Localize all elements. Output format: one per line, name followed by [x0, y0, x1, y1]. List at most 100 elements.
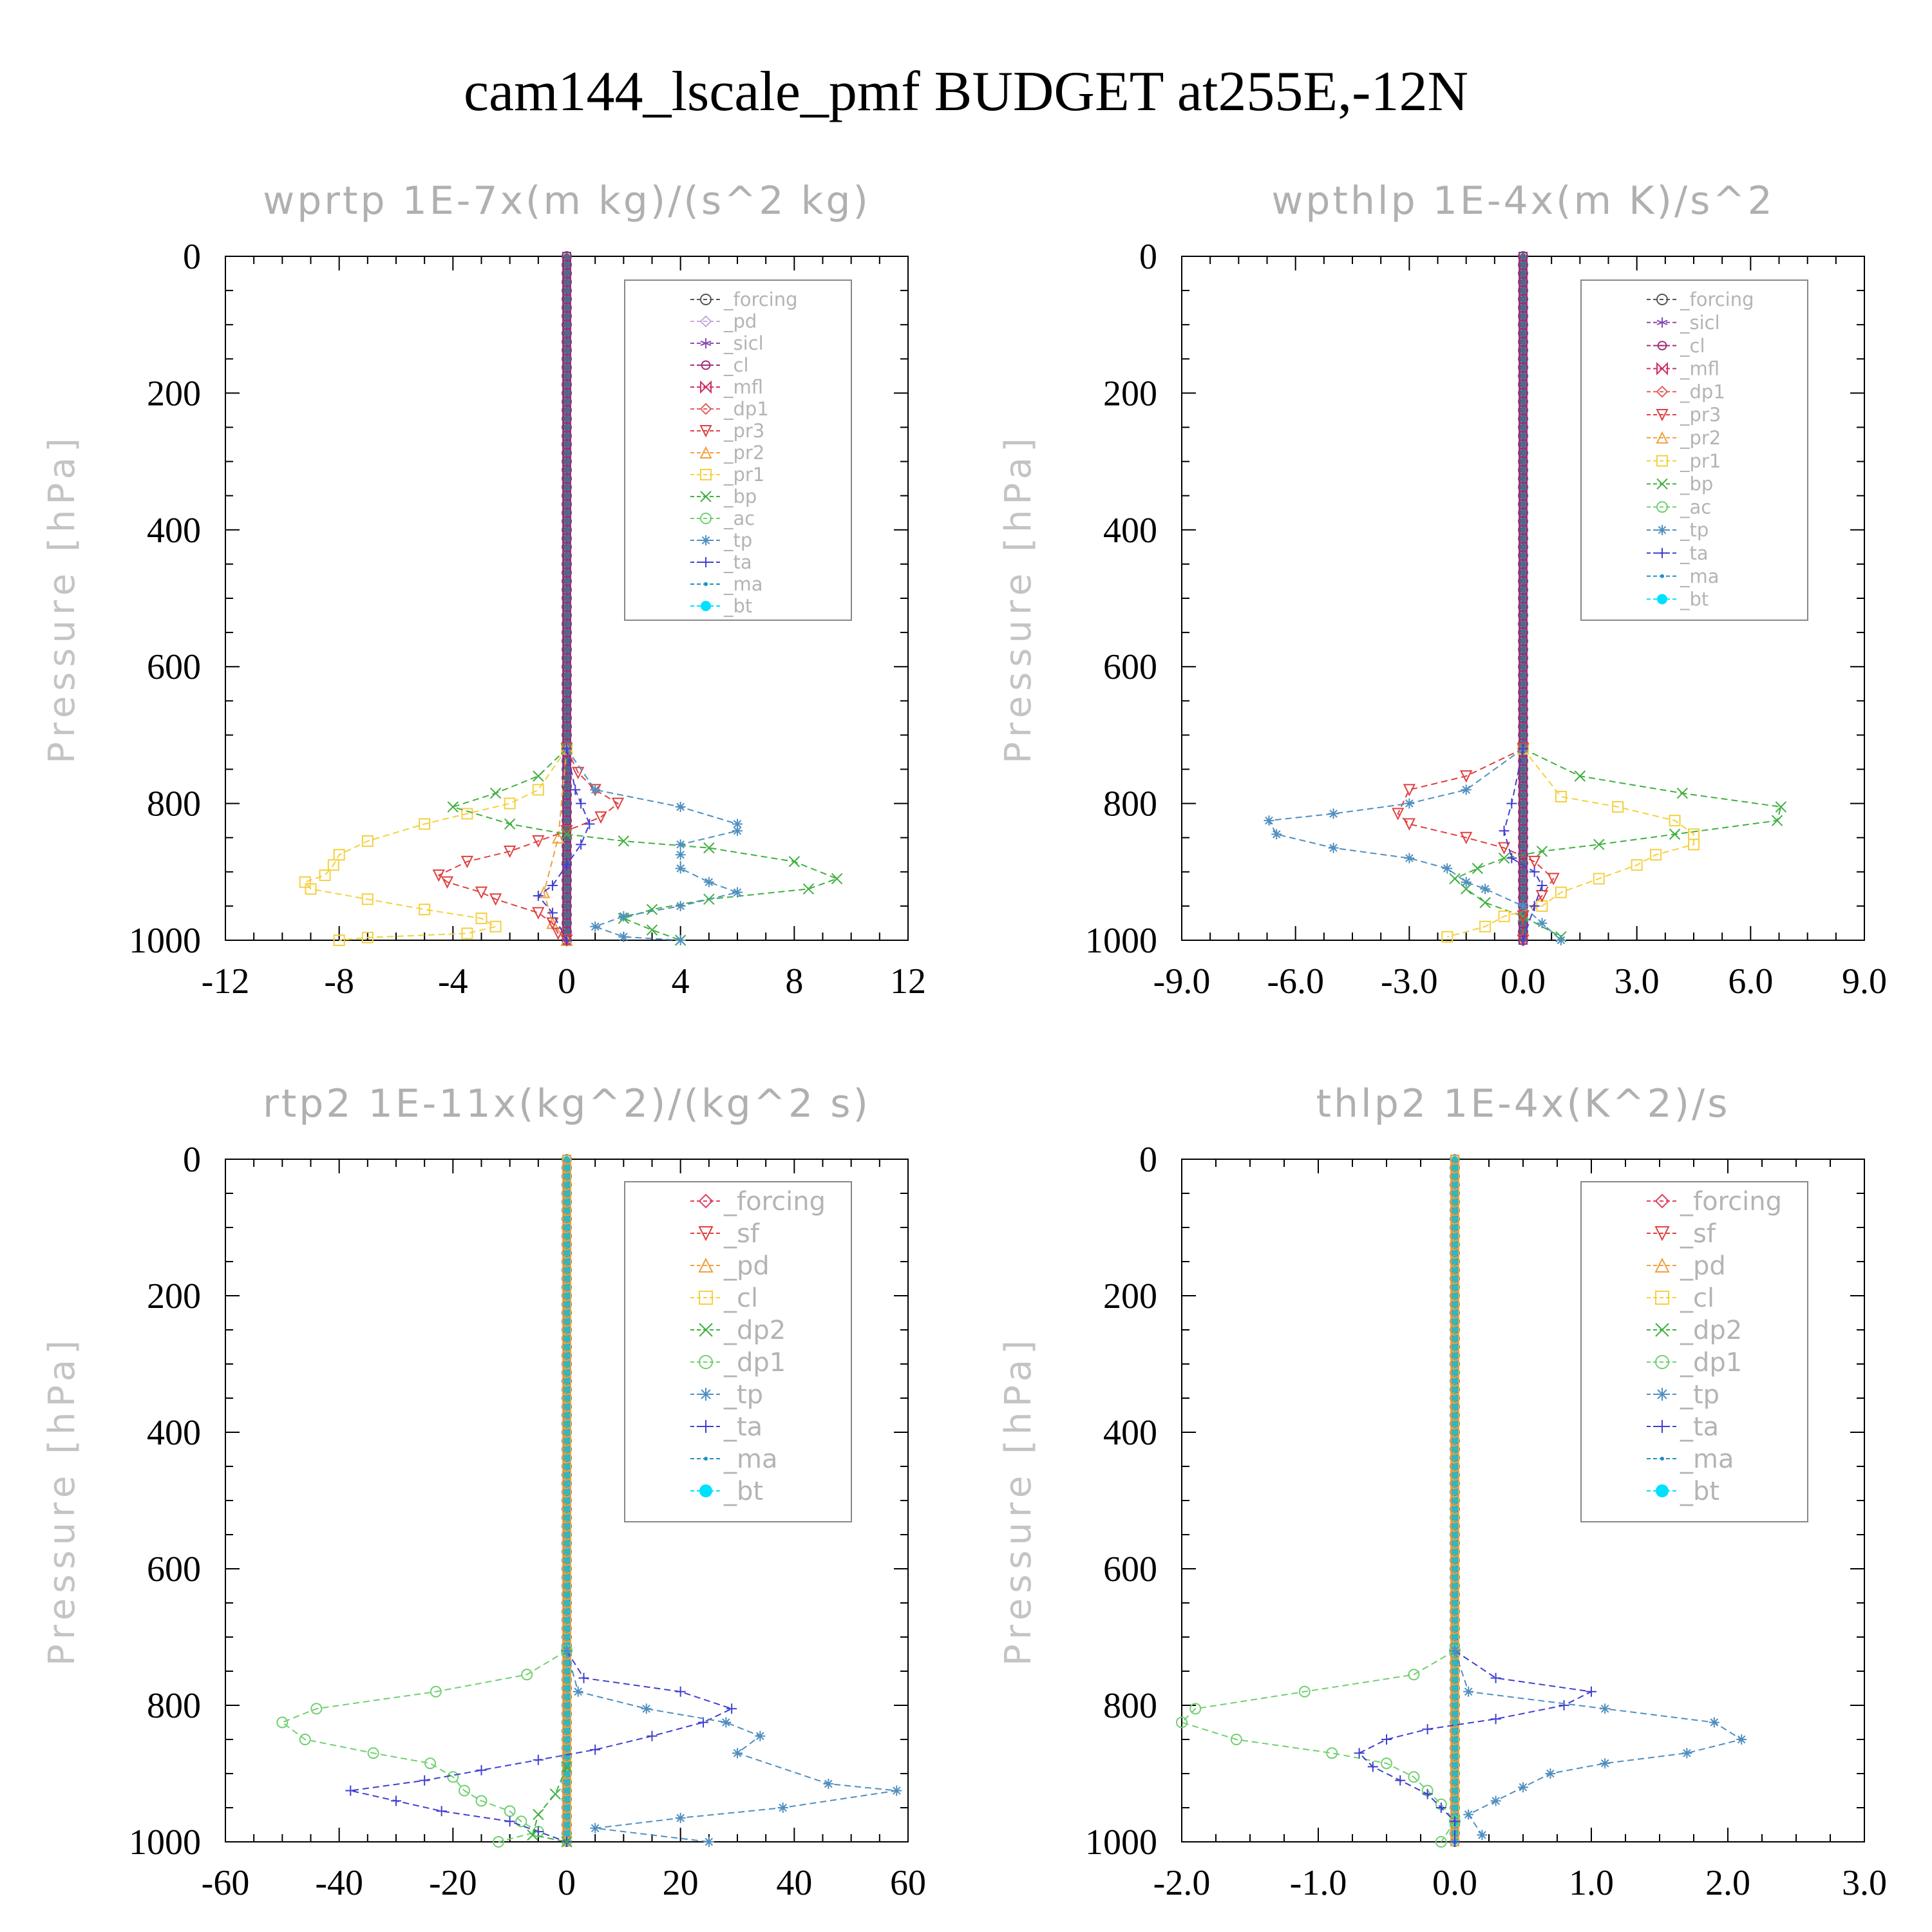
zero-series-marker	[1452, 1233, 1458, 1240]
legend-label: _pd	[723, 1251, 770, 1281]
zero-series-marker	[1520, 766, 1526, 773]
zero-series-marker	[1452, 1540, 1458, 1547]
data-point-pr3	[1460, 770, 1473, 783]
y-tick-label: 800	[147, 784, 201, 824]
legend-marker	[700, 469, 712, 480]
zero-series-marker	[1452, 1548, 1458, 1555]
panel-title: rtp2 1E-11x(kg^2)/(kg^2 s)	[263, 1081, 871, 1126]
zero-series-marker	[1452, 1215, 1458, 1222]
zero-series-marker	[1520, 424, 1526, 431]
data-point-tp	[1600, 1758, 1611, 1769]
data-point-bp	[646, 904, 658, 915]
zero-series-marker	[564, 492, 570, 499]
zero-series-marker	[564, 1608, 570, 1615]
y-tick-label: 1000	[129, 1823, 201, 1862]
zero-series-marker	[564, 680, 570, 687]
zero-series-marker	[1452, 1309, 1458, 1316]
zero-series-marker	[564, 714, 570, 721]
zero-series-marker	[564, 1472, 570, 1479]
legend-marker	[1656, 431, 1669, 444]
data-point-pr3	[440, 876, 454, 889]
zero-series-marker	[564, 1540, 570, 1547]
y-tick-label: 200	[147, 374, 201, 413]
zero-series-marker	[564, 552, 570, 559]
x-tick-label: -8	[324, 961, 354, 1001]
data-point-pr1	[419, 904, 431, 916]
zero-series-marker	[564, 1164, 570, 1171]
zero-series-marker	[564, 817, 570, 824]
zero-series-marker	[1452, 1488, 1458, 1495]
legend-marker	[700, 491, 712, 502]
legend-marker	[1656, 361, 1668, 375]
y-tick-label: 1000	[129, 921, 201, 961]
data-point-ta	[391, 1795, 401, 1806]
zero-series-marker	[564, 304, 570, 311]
y-tick-label: 400	[1103, 1413, 1157, 1453]
legend-label: _cl	[1680, 335, 1705, 357]
data-point-tp	[1264, 815, 1274, 826]
data-point-pr3	[504, 845, 516, 858]
zero-series-marker	[564, 1514, 570, 1521]
zero-series-marker	[564, 1779, 570, 1786]
zero-series-marker	[564, 347, 570, 354]
data-point-tp	[573, 1686, 583, 1697]
legend-label: _forcing	[1680, 289, 1754, 310]
series-line-bp	[450, 748, 839, 941]
legend-marker	[701, 535, 711, 545]
zero-series-marker	[1452, 1437, 1458, 1444]
zero-series-marker	[1452, 1566, 1458, 1572]
zero-series-marker	[1452, 1659, 1458, 1666]
zero-series-marker	[564, 1283, 570, 1291]
data-point-ta	[590, 1744, 601, 1755]
zero-series-marker	[1520, 432, 1526, 439]
zero-series-marker	[564, 381, 570, 388]
zero-series-marker	[564, 1463, 570, 1470]
data-point-ta	[647, 1730, 658, 1741]
zero-series-marker	[1520, 381, 1526, 388]
series-line-ta	[537, 748, 591, 941]
legend-marker	[1656, 1484, 1669, 1497]
zero-series-marker	[564, 1685, 570, 1692]
data-point-pr3	[552, 927, 565, 940]
legend-marker	[1656, 1420, 1669, 1433]
data-point-pr1	[1498, 910, 1510, 922]
zero-series-marker	[1520, 654, 1526, 661]
legend-marker	[698, 1257, 714, 1273]
data-point-ta	[1435, 1803, 1446, 1813]
zero-series-marker	[564, 1215, 570, 1222]
zero-series-marker	[564, 312, 570, 319]
zero-series-marker	[1520, 595, 1526, 601]
legend-marker	[1654, 1193, 1670, 1209]
data-point-pr3	[475, 886, 488, 899]
y-tick-label: 0	[1139, 1140, 1157, 1180]
zero-series-marker	[564, 1710, 570, 1718]
x-tick-label: 1.0	[1569, 1863, 1614, 1903]
y-tick-label: 600	[147, 647, 201, 687]
legend-label: _dp1	[723, 398, 769, 420]
data-point-dp1	[1298, 1685, 1311, 1698]
data-point-dp1	[1176, 1716, 1188, 1728]
data-point-dp1	[367, 1747, 379, 1759]
data-point-pr1	[361, 931, 374, 943]
zero-series-marker	[1452, 1369, 1458, 1376]
zero-series-marker	[1520, 612, 1526, 619]
legend-marker	[699, 425, 712, 438]
legend-box	[1580, 279, 1808, 621]
zero-series-marker	[564, 1506, 570, 1513]
data-point-ta	[504, 1816, 515, 1827]
x-tick-label: 6.0	[1728, 961, 1773, 1001]
zero-series-marker	[564, 484, 570, 491]
y-axis-label: Pressure [hPa]	[998, 433, 1039, 764]
data-point-tp	[732, 826, 743, 837]
zero-series-marker	[564, 1233, 570, 1240]
zero-series-marker	[1520, 569, 1526, 576]
legend-marker	[1660, 574, 1664, 578]
legend-label: _sicl	[1680, 312, 1720, 334]
zero-series-marker	[1452, 1249, 1458, 1256]
series-line-tp	[1267, 748, 1562, 941]
zero-series-marker	[564, 1659, 570, 1666]
legend-label: _dp2	[1680, 1316, 1742, 1345]
x-tick-label: -3.0	[1381, 961, 1438, 1001]
data-point-tp	[675, 863, 686, 874]
data-point-pr1	[1669, 815, 1681, 827]
